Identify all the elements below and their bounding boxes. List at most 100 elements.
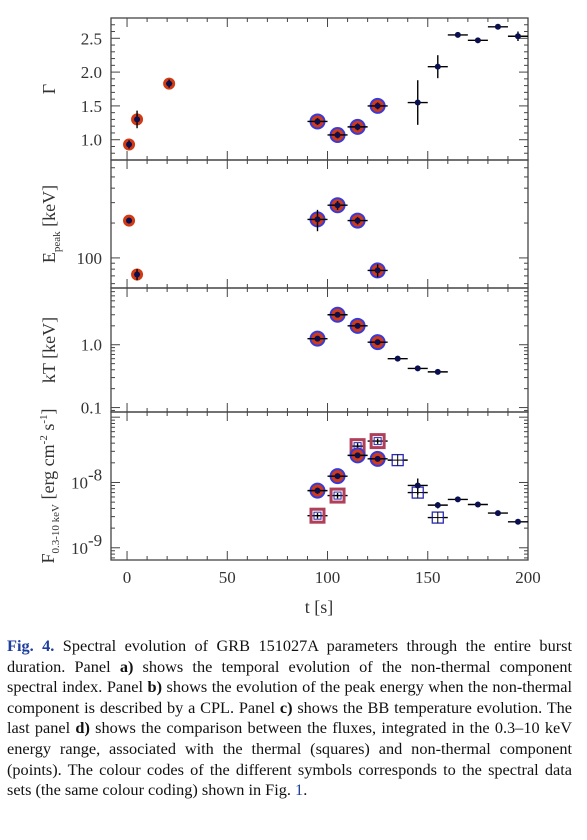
panel-ref: a) xyxy=(119,656,134,676)
y-axis-title-part: -1 xyxy=(38,414,50,423)
y-axis-title: kT [keV] xyxy=(39,317,59,383)
y-axis-title: Γ xyxy=(39,84,59,94)
y-tick-label: 2.0 xyxy=(81,63,102,82)
thermal-flux-square xyxy=(367,433,388,450)
x-axis: t [s] 0 50 100 150 200 xyxy=(123,568,541,617)
caption-segment: shows the temporal evolution of the non-… xyxy=(7,656,573,697)
point-marker xyxy=(334,311,341,318)
x-tick-label: 100 xyxy=(315,568,341,587)
data-point xyxy=(487,510,508,517)
data-point xyxy=(131,268,144,281)
data-point xyxy=(507,518,528,525)
point-marker xyxy=(374,102,381,109)
point-marker xyxy=(514,33,521,40)
point-marker xyxy=(474,501,481,508)
figure-label: Fig. 4. xyxy=(7,636,55,655)
y-tick-label: 100 xyxy=(77,249,103,268)
data-point xyxy=(367,334,388,351)
point-marker xyxy=(454,496,461,503)
data-point xyxy=(507,31,528,41)
square-outer xyxy=(369,433,386,450)
data-point xyxy=(307,330,328,347)
caption-segment: shows the BB temperature evolution. The … xyxy=(7,697,573,738)
data-point xyxy=(347,317,368,334)
panel-gamma: 1.0 1.5 2.0 2.5 Γ xyxy=(39,17,529,161)
y-axis-title: F0.3-10 keV [erg cm-2 s-1] xyxy=(38,408,62,563)
panel-epeak: 100 Epeak [keV] xyxy=(39,159,529,289)
data-point xyxy=(367,97,388,114)
y-axis-title-part: kT [keV] xyxy=(39,317,59,383)
data-point xyxy=(327,306,348,323)
data-point xyxy=(347,447,368,464)
y-axis-title-part: s xyxy=(38,424,58,436)
point-marker xyxy=(394,355,401,362)
data-point xyxy=(123,214,136,227)
square-outer xyxy=(329,487,346,504)
point-marker xyxy=(354,452,361,459)
panel-ref: b) xyxy=(147,677,163,697)
y-tick-label: 10 xyxy=(71,473,88,492)
y-axis-title-part: Γ xyxy=(39,84,59,94)
point-marker xyxy=(434,502,441,509)
square-inner xyxy=(313,511,322,520)
point-marker xyxy=(414,482,421,489)
y-tick-exponent: -9 xyxy=(88,531,102,550)
data-point xyxy=(131,110,144,129)
point-marker xyxy=(134,271,141,278)
y-axis-title: Epeak [keV] xyxy=(39,185,63,263)
data-point xyxy=(367,450,388,467)
caption-segment: . xyxy=(303,780,308,800)
panel-ref: d) xyxy=(75,718,90,738)
point-marker xyxy=(514,518,521,525)
y-axis-title-part: 0.3-10 keV xyxy=(50,504,62,554)
point-marker xyxy=(494,23,501,30)
data-point xyxy=(327,126,348,143)
data-point xyxy=(367,262,388,279)
point-marker xyxy=(334,202,341,209)
y-axis-title-part: E xyxy=(39,252,59,263)
data-point xyxy=(327,197,348,214)
data-point xyxy=(387,355,408,362)
data-point xyxy=(163,77,176,90)
data-point xyxy=(327,468,348,485)
data-point xyxy=(427,368,448,375)
figure-panels: 1.0 1.5 2.0 2.5 Γ 100 Epeak [keV] 0.1 1.0 kT [keV… xyxy=(38,17,529,564)
y-axis-title-part: ] xyxy=(38,408,58,414)
data-point xyxy=(487,23,508,30)
point-marker xyxy=(126,141,133,148)
thermal-flux-square xyxy=(387,453,408,467)
caption-text: Spectral evolution of GRB 151027A parame… xyxy=(7,636,572,799)
data-point xyxy=(123,138,136,151)
figure-link[interactable]: 1 xyxy=(295,780,304,800)
point-marker xyxy=(334,473,341,480)
point-marker xyxy=(434,368,441,375)
point-marker xyxy=(314,487,321,494)
x-tick-label: 0 xyxy=(123,568,132,587)
thermal-flux-square xyxy=(327,487,348,504)
point-marker xyxy=(474,37,481,44)
point-marker xyxy=(374,339,381,346)
x-tick-label: 50 xyxy=(219,568,236,587)
panel-frame xyxy=(110,287,529,413)
panel-ref: c) xyxy=(279,697,293,717)
point-marker xyxy=(126,217,133,224)
data-point xyxy=(307,209,328,232)
data-point xyxy=(407,365,428,372)
y-tick-label: 1.5 xyxy=(81,97,102,116)
thermal-flux-square xyxy=(307,507,328,524)
caption-segment: shows the comparison between the fluxes,… xyxy=(7,718,573,800)
caption-segment: shows the evolution of the peak energy w… xyxy=(7,677,572,717)
y-axis-title-part: -2 xyxy=(38,435,50,444)
point-marker xyxy=(414,99,421,106)
point-marker xyxy=(374,455,381,462)
square-inner xyxy=(373,437,382,446)
square-inner xyxy=(333,491,342,500)
y-tick-label: 0.1 xyxy=(81,399,102,418)
panel-flux: 10 -910 -8F0.3-10 keV [erg cm-2 s-1] xyxy=(38,408,529,564)
point-marker xyxy=(494,510,501,517)
x-tick-label: 200 xyxy=(515,568,541,587)
point-marker xyxy=(414,365,421,372)
point-marker xyxy=(354,123,361,130)
data-point xyxy=(447,496,468,503)
